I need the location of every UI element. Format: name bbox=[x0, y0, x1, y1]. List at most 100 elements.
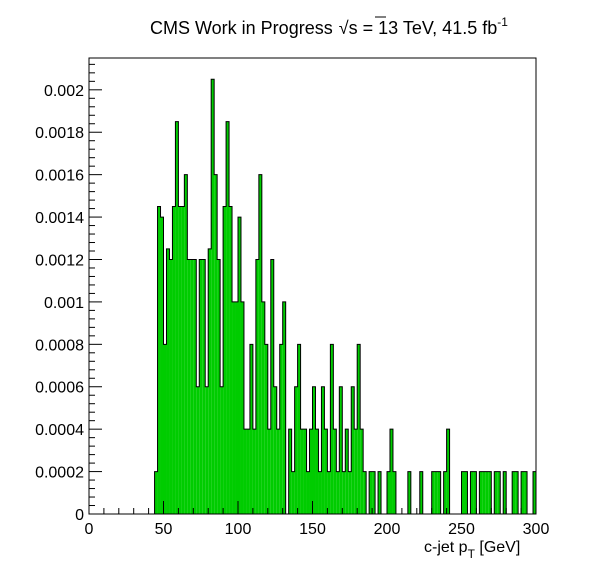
histogram-bin bbox=[482, 471, 486, 514]
histogram-bin bbox=[240, 301, 244, 514]
y-axis-ticks: 0 0.0002 0.0004 0.0006 0.0008 0.001 0.0012 0.00… bbox=[35, 63, 102, 524]
histogram-bin bbox=[485, 471, 489, 514]
histogram-bin bbox=[205, 386, 209, 514]
chart-title-energy: = 13 TeV, 41.5 fb bbox=[358, 18, 498, 38]
histogram-bin bbox=[172, 206, 176, 514]
x-tick-label: 200 bbox=[374, 521, 401, 538]
histogram-bin bbox=[258, 174, 262, 514]
histogram-bin bbox=[312, 386, 316, 514]
histogram-bin bbox=[196, 386, 200, 514]
chart-title-energy-var: s bbox=[349, 18, 358, 38]
histogram-bin bbox=[264, 344, 268, 514]
histogram-bin bbox=[190, 259, 194, 514]
histogram-bin bbox=[181, 206, 185, 514]
histogram-bin bbox=[166, 248, 170, 514]
histogram-bin bbox=[294, 386, 298, 514]
histogram-bin bbox=[169, 259, 173, 514]
y-tick-label: 0.0016 bbox=[35, 168, 84, 185]
histogram-bin bbox=[363, 471, 367, 514]
histogram-bin bbox=[431, 471, 435, 514]
histogram-bin bbox=[306, 471, 310, 514]
histogram-bin bbox=[276, 429, 280, 514]
histogram-bin bbox=[494, 471, 498, 514]
histogram-bin bbox=[238, 217, 241, 514]
y-tick-label: 0.002 bbox=[44, 83, 84, 100]
x-tick-label: 250 bbox=[448, 521, 475, 538]
histogram-bin bbox=[470, 471, 474, 514]
chart-title-lumi-sup: -1 bbox=[497, 15, 508, 29]
histogram-bin bbox=[226, 121, 230, 515]
chart-title-sqrt: √ bbox=[339, 18, 349, 38]
histogram-bin bbox=[315, 429, 319, 514]
histogram-bin bbox=[175, 121, 179, 515]
plot-frame bbox=[88, 57, 537, 515]
histogram-bin bbox=[372, 471, 376, 514]
histogram-bin bbox=[378, 471, 382, 514]
histogram-bin bbox=[464, 471, 468, 514]
y-tick-label: 0.0014 bbox=[35, 210, 84, 227]
histogram-bin bbox=[336, 471, 340, 514]
histogram-bin bbox=[357, 344, 361, 514]
histogram-bin bbox=[354, 429, 358, 514]
histogram-bin bbox=[497, 471, 501, 514]
histogram-bin bbox=[446, 429, 450, 514]
y-tick-label: 0.0008 bbox=[35, 337, 84, 354]
histogram-bin bbox=[330, 344, 334, 514]
histogram-bin bbox=[333, 429, 337, 514]
histogram-bin bbox=[202, 259, 206, 514]
histogram-bin bbox=[300, 429, 304, 514]
histogram-bin bbox=[261, 301, 265, 514]
histogram-bin bbox=[473, 471, 477, 514]
histogram-bin bbox=[360, 429, 364, 514]
histogram-bin bbox=[243, 429, 247, 514]
histogram-bin bbox=[524, 471, 528, 514]
y-tick-label: 0.0006 bbox=[35, 380, 84, 397]
histogram-bin bbox=[252, 429, 256, 514]
histogram-bin bbox=[339, 386, 343, 514]
histogram-bin bbox=[214, 174, 218, 514]
histogram-bin bbox=[279, 344, 283, 514]
chart-title: CMS Work in Progress √s = 13 TeV, 41.5 fb… bbox=[150, 15, 508, 38]
histogram-bin bbox=[157, 206, 161, 514]
histogram-bin bbox=[461, 471, 465, 514]
histogram-bin bbox=[327, 471, 331, 514]
histogram-bin bbox=[297, 344, 301, 514]
histogram-bin bbox=[163, 344, 167, 514]
x-axis-label-main: c-jet p bbox=[424, 539, 468, 556]
x-tick-label: 150 bbox=[299, 521, 326, 538]
histogram-bin bbox=[267, 429, 271, 514]
histogram-bin bbox=[407, 471, 411, 514]
histogram-bin bbox=[345, 429, 349, 514]
histogram-bin bbox=[273, 386, 277, 514]
histogram-bars bbox=[154, 78, 537, 515]
x-axis-label: c-jet pT [GeV] bbox=[424, 539, 520, 561]
histogram-bin bbox=[160, 217, 164, 514]
histogram-bin bbox=[187, 259, 191, 514]
y-tick-label: 0.0012 bbox=[35, 252, 84, 269]
x-axis-label-sub: T bbox=[468, 547, 476, 561]
histogram-bin bbox=[249, 344, 253, 514]
y-tick-label: 0 bbox=[75, 507, 84, 524]
histogram-bin bbox=[387, 471, 390, 514]
histogram-bin bbox=[217, 259, 221, 514]
histogram-bin bbox=[229, 206, 233, 514]
histogram-bin bbox=[208, 248, 212, 514]
histogram-bin bbox=[193, 259, 197, 514]
x-tick-label: 50 bbox=[155, 521, 173, 538]
histogram-bin bbox=[184, 174, 188, 514]
histogram-bin bbox=[255, 259, 259, 514]
x-tick-label: 100 bbox=[225, 521, 252, 538]
histogram-bin bbox=[235, 301, 238, 514]
histogram-bin bbox=[288, 429, 292, 514]
histogram-bin bbox=[154, 471, 158, 514]
histogram-bin bbox=[309, 429, 313, 514]
histogram-bin bbox=[246, 429, 250, 514]
histogram-bin bbox=[419, 471, 423, 514]
histogram-bin bbox=[211, 79, 215, 515]
histogram-bin bbox=[488, 471, 492, 514]
histogram-outline bbox=[154, 78, 537, 515]
x-tick-label: 0 bbox=[85, 521, 94, 538]
y-tick-label: 0.0004 bbox=[35, 422, 84, 439]
histogram-bin bbox=[437, 471, 441, 514]
